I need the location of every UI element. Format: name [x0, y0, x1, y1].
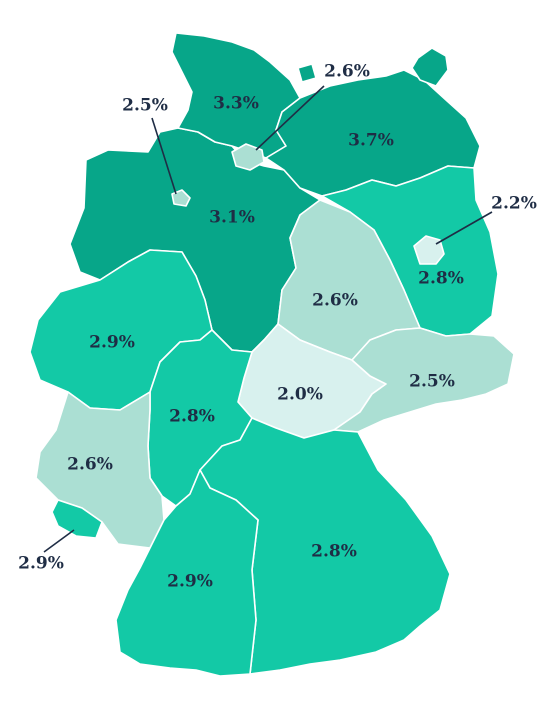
island-fehmarn	[297, 63, 317, 83]
leader-line-berlin	[435, 211, 493, 245]
value-labels: 3.3% 2.6% 3.7% 2.5% 3.1% 2.2% 2.8% 2.6% …	[18, 62, 537, 592]
leader-lines	[43, 85, 493, 553]
label-bremen: 2.5%	[122, 96, 168, 116]
label-baden-wuerttemberg: 2.9%	[167, 572, 213, 592]
label-mecklenburg-vorpommern: 3.7%	[348, 131, 394, 151]
label-hamburg: 2.6%	[324, 62, 370, 82]
region-sachsen[interactable]	[333, 327, 515, 433]
island-ruegen	[411, 47, 449, 87]
label-hessen: 2.8%	[169, 407, 215, 427]
label-nordrhein-westfalen: 2.9%	[89, 333, 135, 353]
leader-line-saarland	[43, 529, 75, 553]
label-thueringen: 2.0%	[277, 385, 323, 405]
label-saarland: 2.9%	[18, 554, 64, 574]
label-berlin: 2.2%	[491, 194, 537, 214]
region-baden-wuerttemberg[interactable]	[115, 469, 259, 677]
leader-line-bremen	[151, 117, 177, 195]
leader-line-hamburg	[255, 85, 325, 151]
label-niedersachsen: 3.1%	[209, 208, 255, 228]
label-sachsen-anhalt: 2.6%	[312, 291, 358, 311]
region-hamburg[interactable]	[231, 143, 265, 171]
label-schleswig-holstein: 3.3%	[213, 94, 259, 114]
region-saarland[interactable]	[51, 499, 103, 539]
label-sachsen: 2.5%	[409, 372, 455, 392]
label-rheinland-pfalz: 2.6%	[67, 455, 113, 475]
label-bayern: 2.8%	[311, 542, 357, 562]
region-bremen[interactable]	[171, 189, 191, 207]
label-brandenburg: 2.8%	[418, 269, 464, 289]
